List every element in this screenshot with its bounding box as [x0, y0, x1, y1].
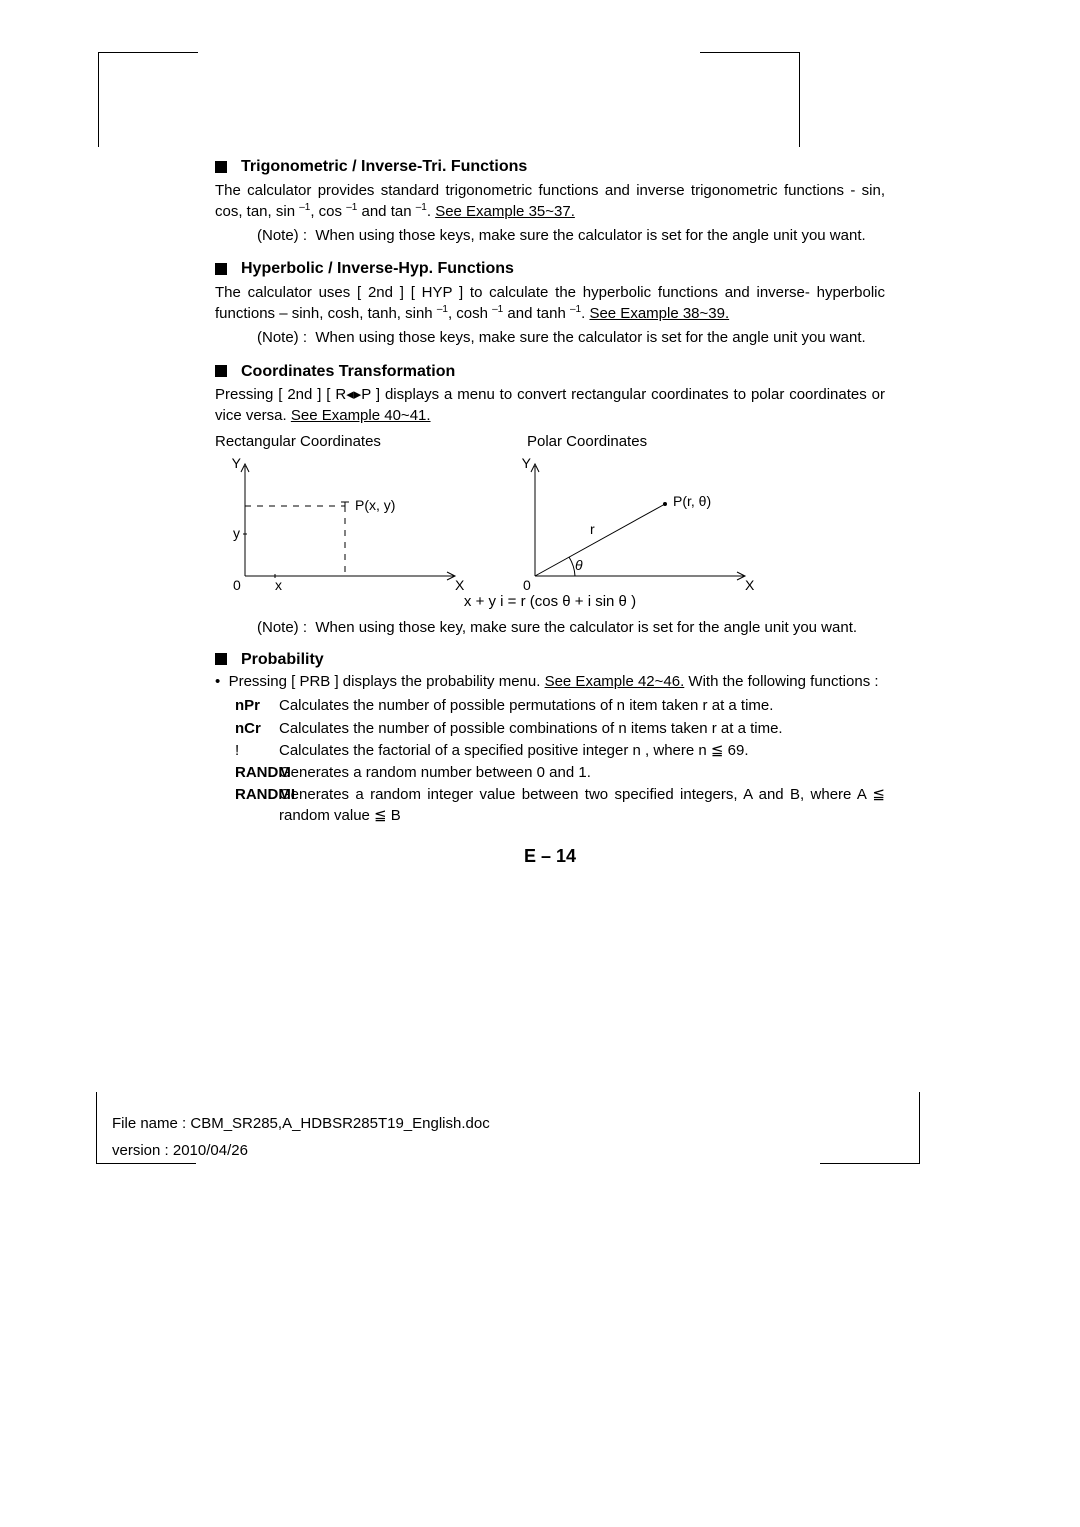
sup-minus1: –1 [492, 304, 503, 315]
rect-coord-label: Rectangular Coordinates [215, 432, 527, 452]
svg-text:X: X [745, 577, 755, 593]
hyp-link: See Example 38~39. [589, 305, 729, 322]
def-key: nPr [215, 696, 279, 716]
trig-link: See Example 35~37. [435, 203, 575, 220]
coord-heading: Coordinates Transformation [215, 361, 885, 383]
trig-heading: Trigonometric / Inverse-Tri. Functions [215, 156, 885, 178]
hyp-heading: Hyperbolic / Inverse-Hyp. Functions [215, 258, 885, 280]
trig-text-3: and tan [357, 203, 415, 220]
square-bullet-icon [215, 653, 227, 665]
hyp-heading-text: Hyperbolic / Inverse-Hyp. Functions [241, 260, 514, 277]
trig-text-4: . [427, 203, 435, 220]
bullet-dot: • [215, 673, 229, 690]
trig-note-text: When using those keys, make sure the cal… [315, 227, 865, 244]
polar-coord-label: Polar Coordinates [527, 432, 647, 452]
def-val: Generates a random number between 0 and … [279, 763, 885, 783]
def-row-factorial: ! Calculates the factorial of a specifie… [215, 741, 885, 761]
svg-text:0: 0 [523, 577, 531, 593]
crop-mark-tr [700, 52, 800, 147]
def-row-randm: RANDM Generates a random number between … [215, 763, 885, 783]
hyp-body: The calculator uses [ 2nd ] [ HYP ] to c… [215, 283, 885, 325]
square-bullet-icon [215, 263, 227, 275]
def-val: Generates a random integer value between… [279, 785, 885, 826]
square-bullet-icon [215, 161, 227, 173]
trig-note: (Note) : When using those keys, make sur… [215, 226, 885, 246]
trig-heading-text: Trigonometric / Inverse-Tri. Functions [241, 158, 527, 175]
coord-note: (Note) : When using those key, make sure… [215, 618, 885, 638]
def-key: nCr [215, 719, 279, 739]
trig-body: The calculator provides standard trigono… [215, 181, 885, 223]
svg-text:0: 0 [233, 577, 241, 593]
page-number: E – 14 [215, 844, 885, 868]
def-row-npr: nPr Calculates the number of possible pe… [215, 696, 885, 716]
svg-text:Y: Y [522, 456, 532, 471]
svg-text:r: r [590, 521, 595, 537]
svg-text:Y: Y [232, 456, 242, 471]
sup-minus1: –1 [570, 304, 581, 315]
def-val: Calculates the number of possible permut… [279, 696, 885, 716]
svg-text:P(r, θ): P(r, θ) [673, 493, 711, 509]
prob-definitions: nPr Calculates the number of possible pe… [215, 696, 885, 826]
coord-body: Pressing [ 2nd ] [ R◂▸P ] displays a men… [215, 385, 885, 426]
svg-text:x: x [275, 577, 282, 593]
svg-text:P(x, y): P(x, y) [355, 497, 395, 513]
footer-version: version : 2010/04/26 [112, 1137, 490, 1164]
sup-minus1: –1 [416, 202, 427, 213]
hyp-text-2: , cosh [448, 305, 492, 322]
coord-link: See Example 40~41. [291, 407, 431, 424]
hyp-note-text: When using those keys, make sure the cal… [315, 329, 865, 346]
rect-coord-diagram: Y X 0 x y P(x, y) [215, 456, 505, 596]
def-key: ! [215, 741, 279, 761]
hyp-note: (Note) : When using those keys, make sur… [215, 328, 885, 348]
note-label: (Note) : [257, 619, 307, 636]
trig-text-2: , cos [310, 203, 346, 220]
def-row-ncr: nCr Calculates the number of possible co… [215, 719, 885, 739]
hyp-text-3: and tanh [503, 305, 570, 322]
prob-heading-text: Probability [241, 651, 324, 668]
sup-minus1: –1 [299, 202, 310, 213]
def-val: Calculates the number of possible combin… [279, 719, 885, 739]
crop-mark-br [820, 1092, 920, 1164]
svg-text:X: X [455, 577, 465, 593]
note-label: (Note) : [257, 329, 307, 346]
diagram-labels: Rectangular Coordinates Polar Coordinate… [215, 432, 885, 452]
prob-link: See Example 42~46. [545, 673, 685, 690]
sup-minus1: –1 [346, 202, 357, 213]
polar-coord-diagram: Y X 0 r θ P(r, θ) [505, 456, 795, 596]
coord-note-text: When using those key, make sure the calc… [315, 619, 857, 636]
def-row-randmi: RANDMI Generates a random integer value … [215, 785, 885, 826]
square-bullet-icon [215, 365, 227, 377]
svg-text:θ: θ [575, 557, 583, 573]
coord-heading-text: Coordinates Transformation [241, 363, 455, 380]
prob-bullet: • Pressing [ PRB ] displays the probabil… [215, 672, 885, 692]
svg-text:y: y [233, 525, 240, 541]
page-content: Trigonometric / Inverse-Tri. Functions T… [215, 148, 885, 868]
footer-filename: File name : CBM_SR285,A_HDBSR285T19_Engl… [112, 1110, 490, 1137]
prob-bullet-text: Pressing [ PRB ] displays the probabilit… [229, 673, 545, 690]
footer: File name : CBM_SR285,A_HDBSR285T19_Engl… [112, 1110, 490, 1164]
coord-diagrams: Y X 0 x y P(x, y) Y X 0 r θ P(r, θ) [215, 456, 885, 596]
crop-mark-tl [98, 52, 198, 147]
prob-bullet-tail: With the following functions : [684, 673, 878, 690]
def-key: RANDMI [215, 785, 279, 826]
sup-minus1: –1 [437, 304, 448, 315]
def-val: Calculates the factorial of a specified … [279, 741, 885, 761]
note-label: (Note) : [257, 227, 307, 244]
def-key: RANDM [215, 763, 279, 783]
prob-heading: Probability [215, 649, 885, 671]
